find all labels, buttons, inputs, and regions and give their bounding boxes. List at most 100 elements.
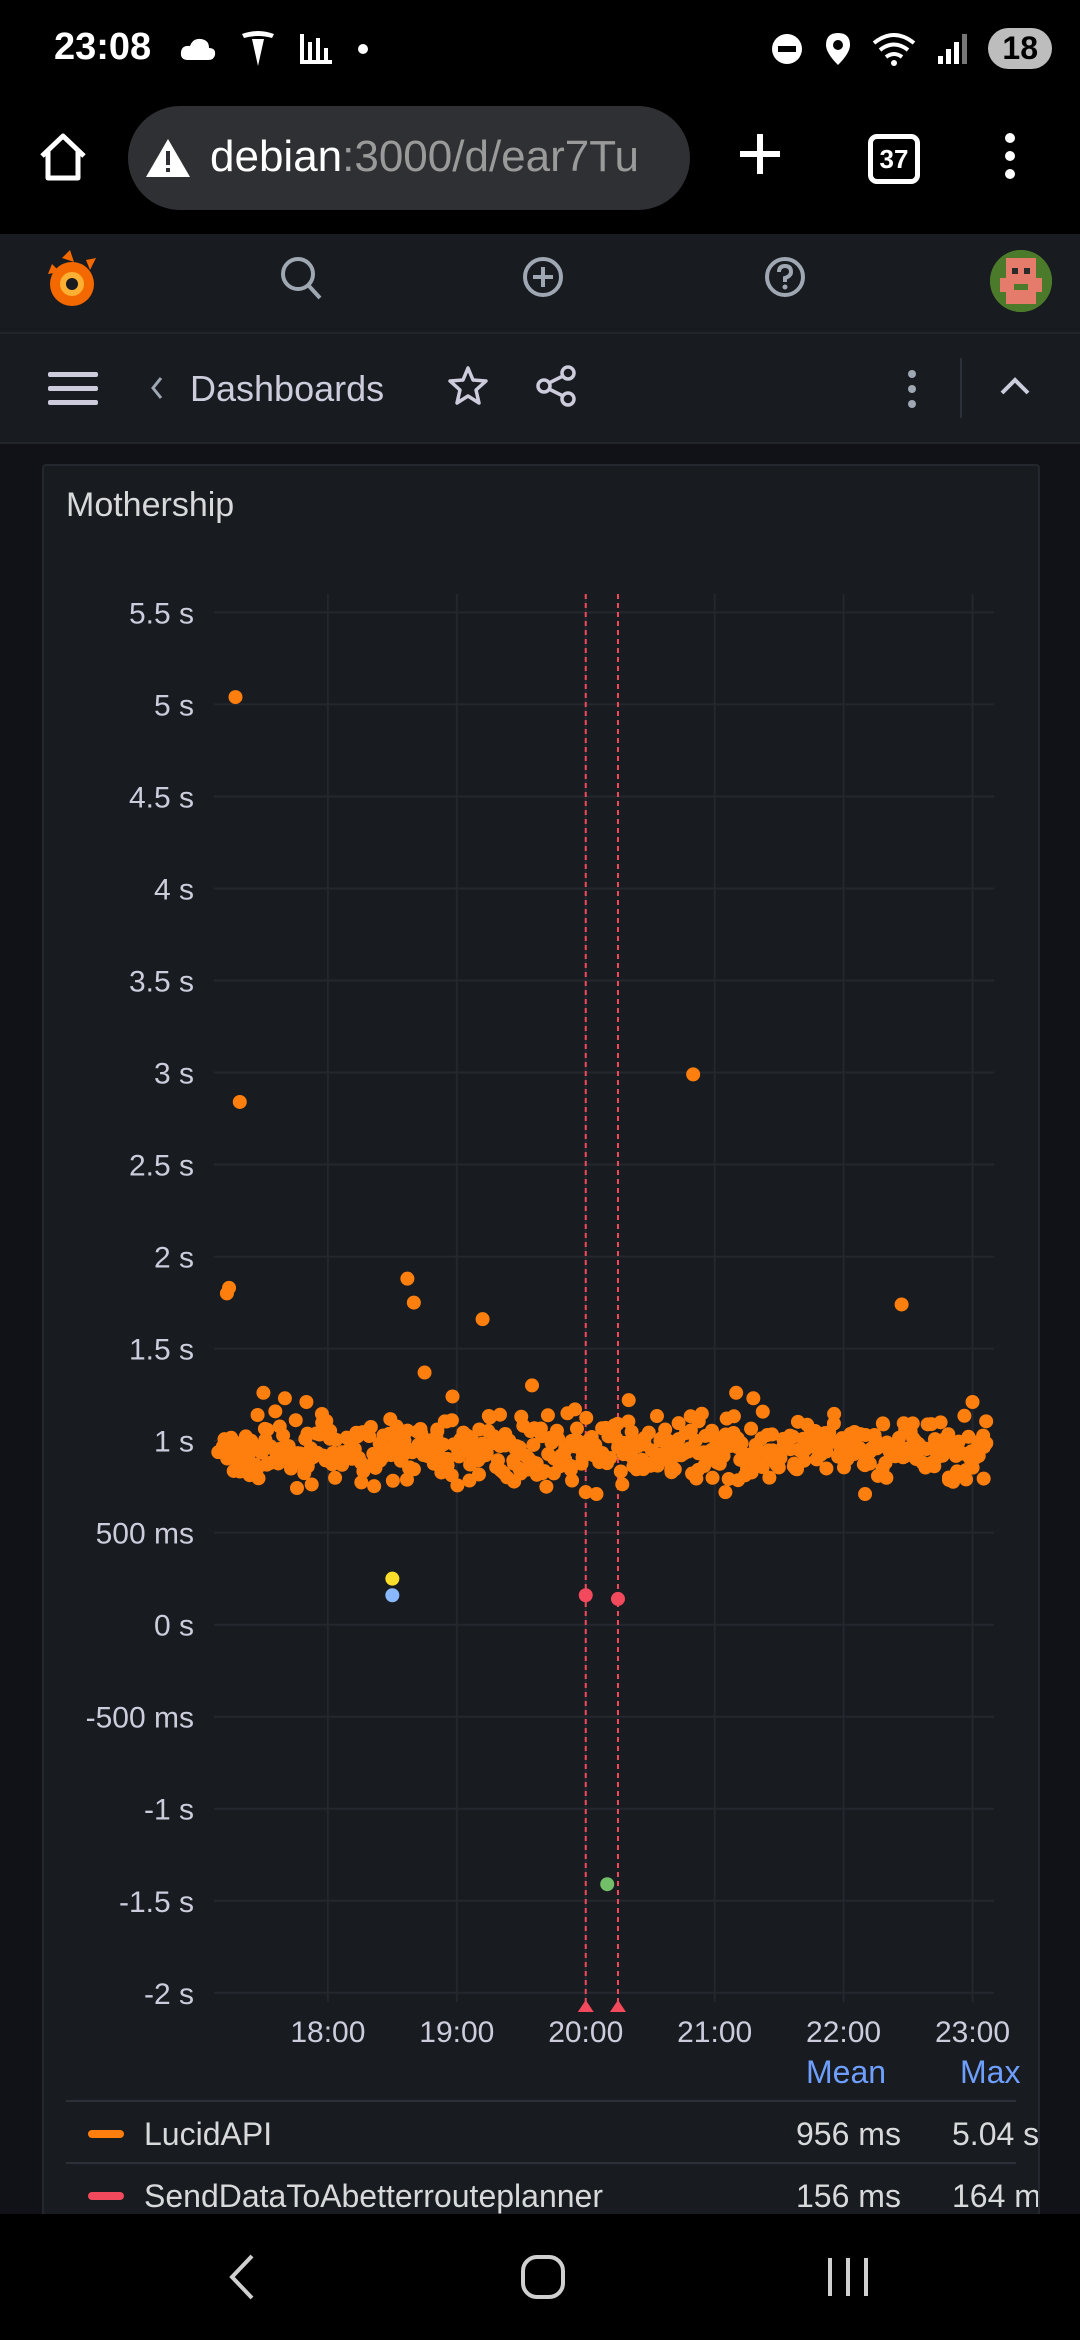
data-point [979,1436,994,1451]
legend-series-name[interactable]: LucidAPI [144,2116,273,2152]
data-point [621,1393,636,1408]
new-tab-icon[interactable] [736,130,784,178]
home-icon[interactable] [36,130,90,184]
legend-mean-value: 956 ms [796,2116,901,2152]
data-point [385,1588,400,1603]
url-text[interactable]: debian:3000/d/ear7Tu [210,132,639,181]
breadcrumb-dashboards[interactable]: Dashboards [190,368,385,409]
data-point [385,1571,400,1586]
more-vertical-icon[interactable] [904,368,920,410]
cloud-icon [180,38,216,60]
help-icon[interactable] [762,254,808,300]
data-point [232,1094,247,1109]
back-icon[interactable] [224,2252,260,2302]
toolbar-divider [960,358,962,418]
legend-header-max[interactable]: Max [960,2054,1021,2090]
x-tick-label: 21:00 [677,2016,752,2046]
grafana-logo-icon[interactable] [42,248,104,314]
data-point [734,1436,749,1451]
chart-icon [300,34,332,64]
star-icon[interactable] [446,364,490,408]
signal-icon [938,33,968,64]
dashboard-toolbar: Dashboards [0,334,1080,444]
grafana-top-nav [0,234,1080,334]
data-point [744,1465,759,1480]
recents-icon[interactable] [826,2252,870,2302]
data-point [406,1295,421,1310]
data-point [525,1378,540,1393]
data-point [589,1487,604,1502]
data-point [933,1415,948,1430]
data-point [879,1470,894,1485]
data-point [565,1473,580,1488]
data-point [705,1470,720,1485]
data-point [250,1407,265,1422]
warning-icon[interactable] [144,136,192,180]
data-point [905,1416,920,1431]
y-tick-label: 1 s [154,1426,194,1459]
search-icon[interactable] [278,254,324,304]
scatter-chart[interactable]: 5.5 s 5 s 4.5 s 4 s 3.5 s 3 s 2.5 s 2 s 1.5 s 1 s… [44,466,1038,2046]
data-point [514,1409,529,1424]
data-point [539,1479,554,1494]
x-tick-label: 20:00 [548,2016,623,2046]
data-point [862,1456,877,1471]
url-bar[interactable]: debian:3000/d/ear7Tu [128,106,690,210]
data-point [658,1422,673,1437]
y-tick-label: 5 s [154,689,194,722]
legend-header-mean[interactable]: Mean [806,2054,887,2090]
y-tick-label: -1 s [144,1794,194,1827]
chevron-up-icon[interactable] [998,374,1032,398]
y-tick-label: -500 ms [86,1702,194,1735]
wifi-icon [873,32,916,66]
data-point [526,1437,541,1452]
data-point [746,1391,761,1406]
data-point [957,1408,972,1423]
legend-series-name[interactable]: SendDataToAbetterrouteplanner [144,2178,603,2214]
data-point [610,1591,625,1606]
panel-title[interactable]: Mothership [66,486,235,524]
y-tick-label: 3.5 s [129,966,194,999]
data-point [762,1470,777,1485]
browser-menu-icon[interactable] [1000,130,1020,182]
status-time: 23:08 [54,26,152,68]
data-point [671,1416,686,1431]
annotation-marker [609,2000,626,2012]
data-point [276,1428,291,1443]
data-point [569,1421,584,1436]
data-point [328,1432,343,1447]
data-point [444,1413,459,1428]
legend-row[interactable]: LucidAPI 956 ms 5.04 s [66,2100,1038,2164]
share-icon[interactable] [534,364,578,408]
data-point [299,1394,314,1409]
data-point [288,1413,303,1428]
y-tick-label: 0 s [154,1610,194,1643]
data-point [771,1460,786,1475]
status-bar: 23:08 18 [0,0,1080,100]
y-tick-label: 1.5 s [129,1334,194,1367]
data-point [268,1404,283,1419]
data-point [354,1475,369,1490]
add-icon[interactable] [520,254,566,300]
y-tick-label: -1.5 s [119,1886,194,1919]
y-tick-label: 4.5 s [129,781,194,814]
chevron-left-icon[interactable] [148,374,166,402]
data-point [277,1391,292,1406]
data-point [567,1402,582,1417]
data-point [979,1414,994,1429]
menu-icon[interactable] [46,370,100,408]
battery-level: 18 [988,28,1052,69]
tab-switcher-button[interactable]: 37 [868,134,920,184]
data-point [400,1271,415,1286]
data-point [718,1485,733,1500]
legend-row[interactable]: SendDataToAbetterrouteplanner 156 ms 164… [66,2162,1038,2216]
data-point [641,1425,656,1440]
data-point [875,1416,890,1431]
user-avatar[interactable] [990,250,1052,312]
data-point [471,1467,486,1482]
data-point [540,1408,555,1423]
data-point [716,1449,731,1464]
data-point [289,1481,304,1496]
data-point [293,1446,308,1461]
home-nav-icon[interactable] [520,2252,566,2302]
